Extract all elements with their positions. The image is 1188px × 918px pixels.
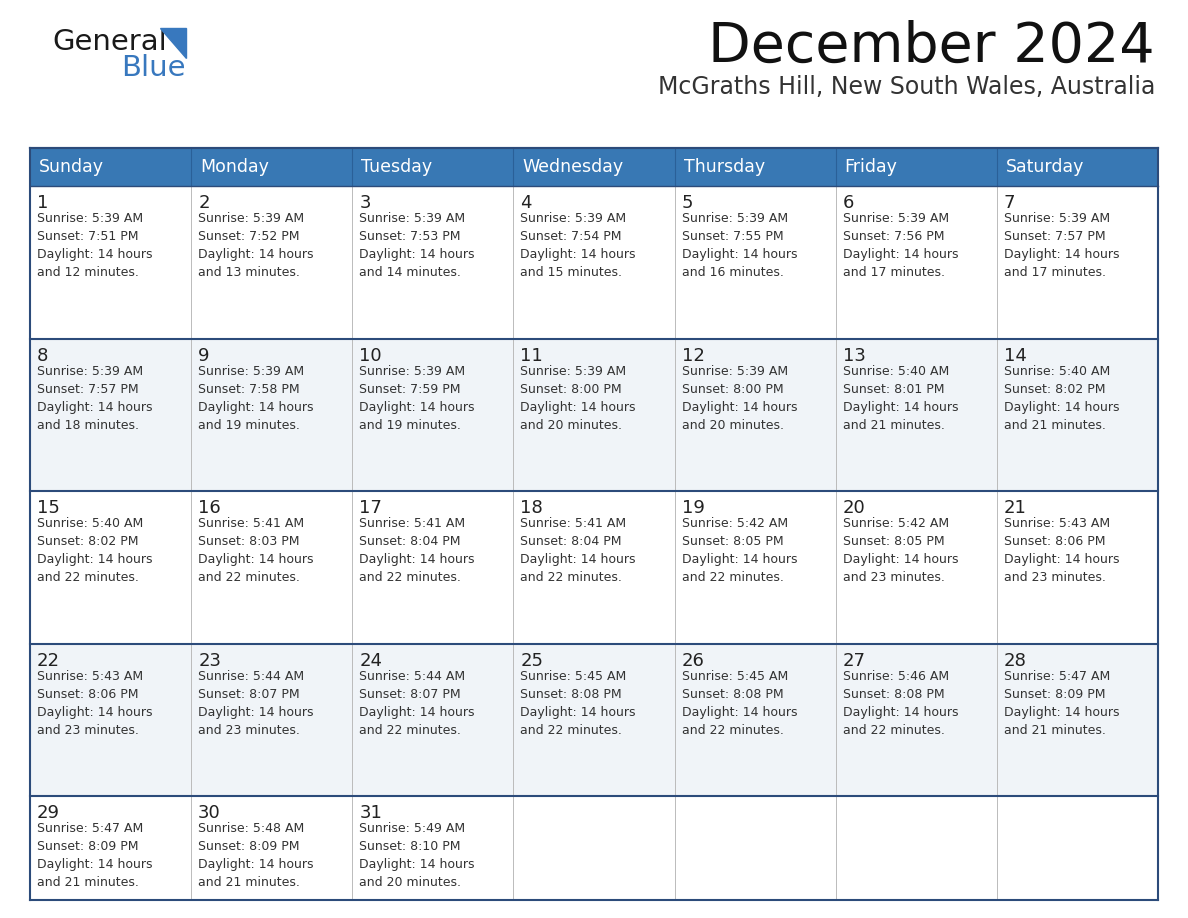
Text: Sunrise: 5:40 AM
Sunset: 8:02 PM
Daylight: 14 hours
and 22 minutes.: Sunrise: 5:40 AM Sunset: 8:02 PM Dayligh… — [37, 517, 152, 584]
Text: 5: 5 — [682, 194, 693, 212]
Text: Sunrise: 5:41 AM
Sunset: 8:03 PM
Daylight: 14 hours
and 22 minutes.: Sunrise: 5:41 AM Sunset: 8:03 PM Dayligh… — [198, 517, 314, 584]
Bar — [30, 491, 1158, 644]
Text: Sunrise: 5:39 AM
Sunset: 7:55 PM
Daylight: 14 hours
and 16 minutes.: Sunrise: 5:39 AM Sunset: 7:55 PM Dayligh… — [682, 212, 797, 279]
Text: Sunrise: 5:44 AM
Sunset: 8:07 PM
Daylight: 14 hours
and 23 minutes.: Sunrise: 5:44 AM Sunset: 8:07 PM Dayligh… — [198, 670, 314, 737]
Text: December 2024: December 2024 — [708, 20, 1155, 74]
Text: 1: 1 — [37, 194, 49, 212]
Text: Tuesday: Tuesday — [361, 158, 432, 176]
Bar — [30, 797, 1158, 900]
Bar — [30, 148, 1158, 186]
Text: Sunrise: 5:47 AM
Sunset: 8:09 PM
Daylight: 14 hours
and 21 minutes.: Sunrise: 5:47 AM Sunset: 8:09 PM Dayligh… — [37, 823, 152, 890]
Text: 17: 17 — [359, 499, 383, 517]
Text: 20: 20 — [842, 499, 866, 517]
Text: McGraths Hill, New South Wales, Australia: McGraths Hill, New South Wales, Australi… — [658, 75, 1155, 99]
Text: Blue: Blue — [121, 54, 187, 82]
Text: Sunrise: 5:40 AM
Sunset: 8:01 PM
Daylight: 14 hours
and 21 minutes.: Sunrise: 5:40 AM Sunset: 8:01 PM Dayligh… — [842, 364, 959, 431]
Text: Monday: Monday — [200, 158, 268, 176]
Text: Sunrise: 5:42 AM
Sunset: 8:05 PM
Daylight: 14 hours
and 23 minutes.: Sunrise: 5:42 AM Sunset: 8:05 PM Dayligh… — [842, 517, 959, 584]
Text: 15: 15 — [37, 499, 59, 517]
Bar — [30, 644, 1158, 797]
Text: 4: 4 — [520, 194, 532, 212]
Text: Sunrise: 5:39 AM
Sunset: 7:57 PM
Daylight: 14 hours
and 18 minutes.: Sunrise: 5:39 AM Sunset: 7:57 PM Dayligh… — [37, 364, 152, 431]
Text: Sunday: Sunday — [39, 158, 105, 176]
Text: Sunrise: 5:39 AM
Sunset: 7:52 PM
Daylight: 14 hours
and 13 minutes.: Sunrise: 5:39 AM Sunset: 7:52 PM Dayligh… — [198, 212, 314, 279]
Text: 9: 9 — [198, 347, 209, 364]
Text: 22: 22 — [37, 652, 61, 670]
Text: 10: 10 — [359, 347, 381, 364]
Text: Sunrise: 5:42 AM
Sunset: 8:05 PM
Daylight: 14 hours
and 22 minutes.: Sunrise: 5:42 AM Sunset: 8:05 PM Dayligh… — [682, 517, 797, 584]
Text: 16: 16 — [198, 499, 221, 517]
Text: Sunrise: 5:39 AM
Sunset: 7:57 PM
Daylight: 14 hours
and 17 minutes.: Sunrise: 5:39 AM Sunset: 7:57 PM Dayligh… — [1004, 212, 1119, 279]
Text: Sunrise: 5:40 AM
Sunset: 8:02 PM
Daylight: 14 hours
and 21 minutes.: Sunrise: 5:40 AM Sunset: 8:02 PM Dayligh… — [1004, 364, 1119, 431]
Text: Sunrise: 5:43 AM
Sunset: 8:06 PM
Daylight: 14 hours
and 23 minutes.: Sunrise: 5:43 AM Sunset: 8:06 PM Dayligh… — [1004, 517, 1119, 584]
Text: 8: 8 — [37, 347, 49, 364]
Text: Sunrise: 5:46 AM
Sunset: 8:08 PM
Daylight: 14 hours
and 22 minutes.: Sunrise: 5:46 AM Sunset: 8:08 PM Dayligh… — [842, 670, 959, 737]
Text: 21: 21 — [1004, 499, 1026, 517]
Text: Sunrise: 5:39 AM
Sunset: 8:00 PM
Daylight: 14 hours
and 20 minutes.: Sunrise: 5:39 AM Sunset: 8:00 PM Dayligh… — [520, 364, 636, 431]
Bar — [30, 186, 1158, 339]
Text: Sunrise: 5:45 AM
Sunset: 8:08 PM
Daylight: 14 hours
and 22 minutes.: Sunrise: 5:45 AM Sunset: 8:08 PM Dayligh… — [682, 670, 797, 737]
Text: 12: 12 — [682, 347, 704, 364]
Text: 7: 7 — [1004, 194, 1016, 212]
Text: Sunrise: 5:39 AM
Sunset: 7:54 PM
Daylight: 14 hours
and 15 minutes.: Sunrise: 5:39 AM Sunset: 7:54 PM Dayligh… — [520, 212, 636, 279]
Text: Sunrise: 5:43 AM
Sunset: 8:06 PM
Daylight: 14 hours
and 23 minutes.: Sunrise: 5:43 AM Sunset: 8:06 PM Dayligh… — [37, 670, 152, 737]
Text: Sunrise: 5:44 AM
Sunset: 8:07 PM
Daylight: 14 hours
and 22 minutes.: Sunrise: 5:44 AM Sunset: 8:07 PM Dayligh… — [359, 670, 475, 737]
Text: 14: 14 — [1004, 347, 1026, 364]
Text: Sunrise: 5:39 AM
Sunset: 7:59 PM
Daylight: 14 hours
and 19 minutes.: Sunrise: 5:39 AM Sunset: 7:59 PM Dayligh… — [359, 364, 475, 431]
Text: General: General — [52, 28, 166, 56]
Text: Wednesday: Wednesday — [523, 158, 624, 176]
Text: Sunrise: 5:41 AM
Sunset: 8:04 PM
Daylight: 14 hours
and 22 minutes.: Sunrise: 5:41 AM Sunset: 8:04 PM Dayligh… — [520, 517, 636, 584]
Text: Sunrise: 5:49 AM
Sunset: 8:10 PM
Daylight: 14 hours
and 20 minutes.: Sunrise: 5:49 AM Sunset: 8:10 PM Dayligh… — [359, 823, 475, 890]
Text: Sunrise: 5:39 AM
Sunset: 7:58 PM
Daylight: 14 hours
and 19 minutes.: Sunrise: 5:39 AM Sunset: 7:58 PM Dayligh… — [198, 364, 314, 431]
Polygon shape — [160, 28, 187, 58]
Text: 30: 30 — [198, 804, 221, 823]
Text: Sunrise: 5:39 AM
Sunset: 7:56 PM
Daylight: 14 hours
and 17 minutes.: Sunrise: 5:39 AM Sunset: 7:56 PM Dayligh… — [842, 212, 959, 279]
Text: Friday: Friday — [845, 158, 898, 176]
Text: Sunrise: 5:48 AM
Sunset: 8:09 PM
Daylight: 14 hours
and 21 minutes.: Sunrise: 5:48 AM Sunset: 8:09 PM Dayligh… — [198, 823, 314, 890]
Text: 24: 24 — [359, 652, 383, 670]
Text: 23: 23 — [198, 652, 221, 670]
Text: Saturday: Saturday — [1006, 158, 1085, 176]
Text: 6: 6 — [842, 194, 854, 212]
Text: 28: 28 — [1004, 652, 1026, 670]
Text: Sunrise: 5:41 AM
Sunset: 8:04 PM
Daylight: 14 hours
and 22 minutes.: Sunrise: 5:41 AM Sunset: 8:04 PM Dayligh… — [359, 517, 475, 584]
Text: Sunrise: 5:39 AM
Sunset: 8:00 PM
Daylight: 14 hours
and 20 minutes.: Sunrise: 5:39 AM Sunset: 8:00 PM Dayligh… — [682, 364, 797, 431]
Text: 11: 11 — [520, 347, 543, 364]
Text: 3: 3 — [359, 194, 371, 212]
Text: 18: 18 — [520, 499, 543, 517]
Text: Thursday: Thursday — [683, 158, 765, 176]
Text: Sunrise: 5:39 AM
Sunset: 7:51 PM
Daylight: 14 hours
and 12 minutes.: Sunrise: 5:39 AM Sunset: 7:51 PM Dayligh… — [37, 212, 152, 279]
Text: 19: 19 — [682, 499, 704, 517]
Bar — [30, 339, 1158, 491]
Text: 13: 13 — [842, 347, 866, 364]
Text: 29: 29 — [37, 804, 61, 823]
Text: 25: 25 — [520, 652, 543, 670]
Text: 26: 26 — [682, 652, 704, 670]
Text: 31: 31 — [359, 804, 383, 823]
Text: Sunrise: 5:45 AM
Sunset: 8:08 PM
Daylight: 14 hours
and 22 minutes.: Sunrise: 5:45 AM Sunset: 8:08 PM Dayligh… — [520, 670, 636, 737]
Text: 2: 2 — [198, 194, 209, 212]
Text: 27: 27 — [842, 652, 866, 670]
Text: Sunrise: 5:47 AM
Sunset: 8:09 PM
Daylight: 14 hours
and 21 minutes.: Sunrise: 5:47 AM Sunset: 8:09 PM Dayligh… — [1004, 670, 1119, 737]
Text: Sunrise: 5:39 AM
Sunset: 7:53 PM
Daylight: 14 hours
and 14 minutes.: Sunrise: 5:39 AM Sunset: 7:53 PM Dayligh… — [359, 212, 475, 279]
